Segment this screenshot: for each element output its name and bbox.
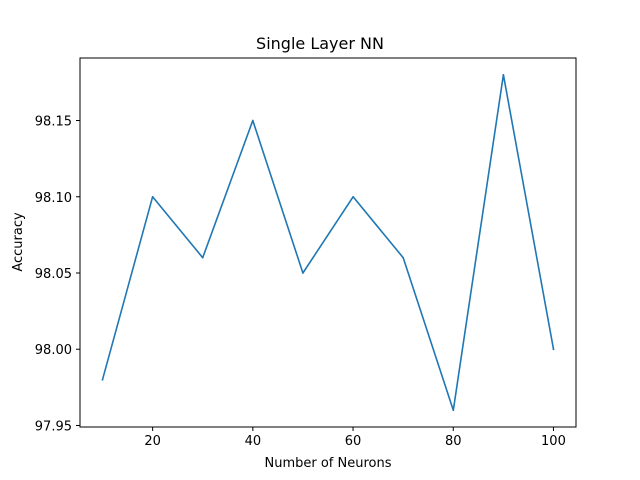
- data-point: [452, 409, 455, 412]
- y-tick-label: 98.05: [35, 267, 72, 282]
- data-point: [201, 256, 204, 259]
- x-tick-label: 80: [445, 434, 462, 449]
- data-point: [302, 272, 304, 274]
- plot-area: [79, 57, 577, 428]
- y-tick-label: 97.95: [35, 419, 72, 434]
- data-point: [252, 119, 254, 122]
- y-axis: 97.95 98.00 98.05 98.10 98.15: [35, 115, 80, 434]
- series-line: [101, 74, 555, 411]
- x-tick-label: 60: [345, 434, 362, 449]
- y-tick-label: 98.00: [35, 343, 72, 358]
- data-point: [502, 73, 505, 76]
- x-tick-label: 40: [245, 434, 262, 449]
- data-point: [151, 195, 154, 198]
- y-tick-label: 98.15: [35, 115, 72, 130]
- data-point: [101, 378, 104, 381]
- y-tick-label: 98.10: [35, 191, 72, 206]
- x-axis: 20 40 60 80 100: [144, 427, 566, 449]
- chart-title: Single Layer NN: [256, 34, 384, 53]
- data-point: [352, 195, 354, 198]
- data-point: [552, 348, 555, 351]
- x-tick-label: 20: [144, 434, 161, 449]
- y-axis-label: Accuracy: [11, 212, 26, 272]
- x-axis-label: Number of Neurons: [264, 456, 391, 471]
- data-points: [101, 73, 555, 412]
- x-tick-label: 100: [541, 434, 566, 449]
- data-point: [402, 256, 404, 259]
